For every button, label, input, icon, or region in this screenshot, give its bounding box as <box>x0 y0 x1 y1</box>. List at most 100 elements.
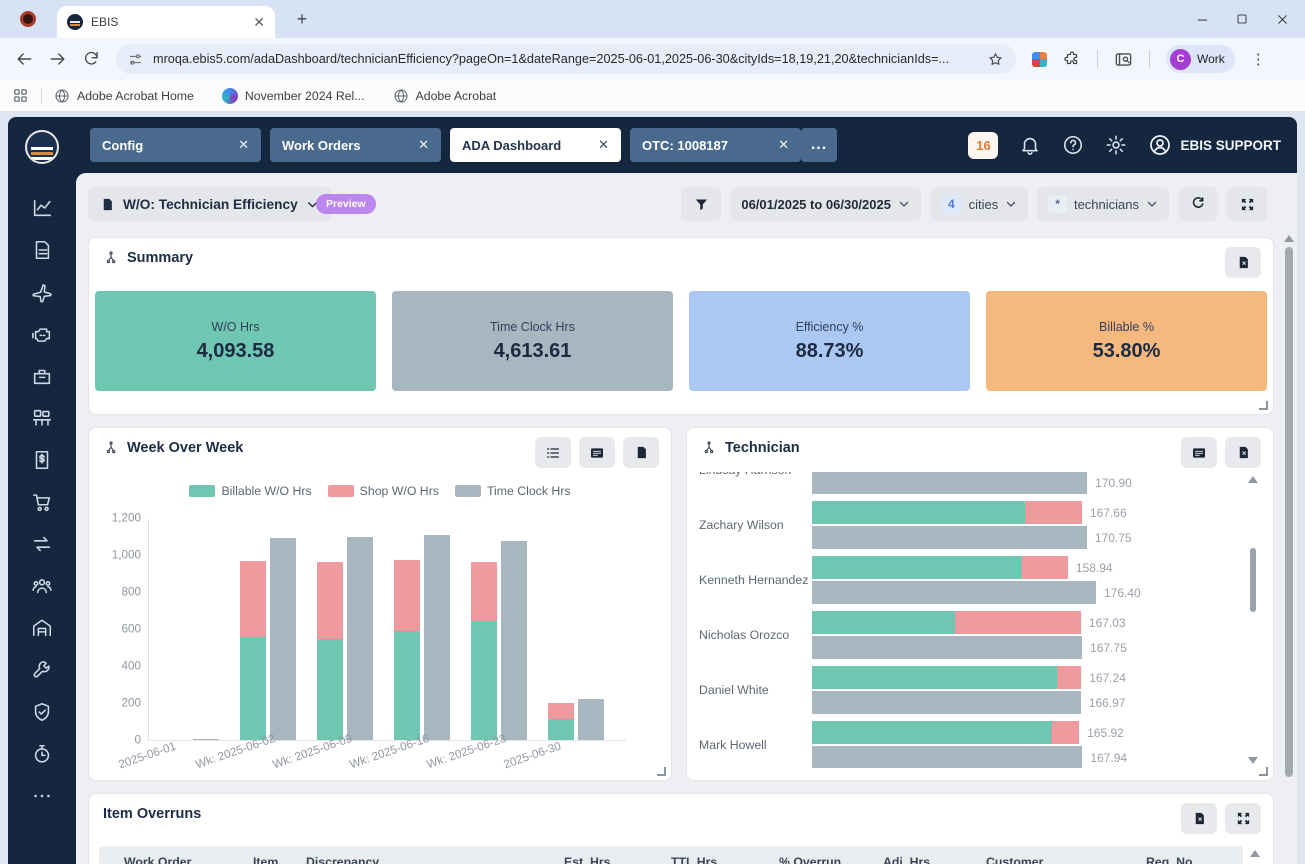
technician-bars: 170.90 <box>812 472 1233 494</box>
window-close-button[interactable] <box>1275 12 1289 26</box>
extension-icon[interactable] <box>1032 52 1047 67</box>
technicians-dropdown[interactable]: * technicians <box>1037 187 1169 221</box>
column-header-adj-hrs[interactable]: Adj. Hrs <box>883 855 930 864</box>
summary-cards: W/O Hrs4,093.58Time Clock Hrs4,613.61Eff… <box>95 291 1267 391</box>
page-scrollbar[interactable] <box>1283 235 1295 860</box>
browser-menu-icon[interactable]: ⋮ <box>1251 50 1266 68</box>
time-clock-bar <box>812 581 1096 604</box>
technician-name: Lindsay Harrison <box>699 472 812 477</box>
profile-chip[interactable]: C Work <box>1166 45 1235 73</box>
export-button[interactable] <box>1225 247 1261 278</box>
column-header-discrepancy[interactable]: Discrepancy <box>306 855 379 864</box>
url-bar[interactable]: mroqa.ebis5.com/adaDashboard/technicianE… <box>116 44 1016 74</box>
drag-handle-icon[interactable] <box>103 440 119 456</box>
bookmark-item[interactable]: Adobe Acrobat <box>393 88 497 104</box>
summary-card-value: 88.73% <box>796 340 864 363</box>
bookmark-item[interactable]: November 2024 Rel... <box>222 88 365 104</box>
refresh-button[interactable] <box>1178 187 1218 221</box>
sidebar-item-hangar[interactable] <box>30 617 54 639</box>
sidebar-item-people[interactable] <box>30 575 54 597</box>
browser-tab[interactable]: EBIS ✕ <box>57 6 275 38</box>
column-header--overrun[interactable]: % Overrun <box>779 855 841 864</box>
close-icon[interactable]: ✕ <box>418 137 429 153</box>
bookmark-item[interactable]: Adobe Acrobat Home <box>54 88 194 104</box>
column-header-customer[interactable]: Customer <box>986 855 1043 864</box>
close-icon[interactable]: ✕ <box>598 137 609 153</box>
filter-button[interactable] <box>681 187 721 221</box>
extensions-puzzle-icon[interactable] <box>1063 50 1081 68</box>
scroll-up-icon[interactable] <box>1248 476 1258 483</box>
cities-dropdown[interactable]: 4 cities <box>930 187 1028 221</box>
export-button[interactable] <box>623 437 659 468</box>
date-range-dropdown[interactable]: 06/01/2025 to 06/30/2025 <box>730 187 921 221</box>
gear-icon[interactable] <box>1105 134 1127 156</box>
sidebar-item-transfers[interactable] <box>30 533 54 555</box>
sidebar-item-time-tracking[interactable] <box>30 743 54 765</box>
new-tab-button[interactable]: + <box>290 8 314 32</box>
filter-funnel-icon <box>694 197 709 212</box>
reading-mode-icon[interactable] <box>1114 50 1133 69</box>
notification-count-badge[interactable]: 16 <box>968 132 998 159</box>
column-header-work-order[interactable]: Work Order <box>124 855 191 864</box>
fullscreen-button[interactable] <box>1227 187 1267 221</box>
tab-close-icon[interactable]: ✕ <box>253 14 265 31</box>
scroll-up-icon[interactable] <box>1250 850 1260 857</box>
sidebar-item-purchasing[interactable] <box>30 491 54 513</box>
export-button[interactable] <box>1181 803 1217 834</box>
sidebar-item-maintenance[interactable] <box>30 659 54 681</box>
sidebar-item-engine[interactable] <box>30 323 54 345</box>
drag-handle-icon[interactable] <box>103 250 119 266</box>
sidebar-item-analytics[interactable] <box>30 197 54 219</box>
item-overruns-scrollbar[interactable] <box>1249 850 1261 864</box>
app-tab-config[interactable]: Config✕ <box>90 128 261 162</box>
reload-icon[interactable] <box>82 49 102 69</box>
window-maximize-button[interactable] <box>1235 12 1249 26</box>
forward-icon[interactable] <box>48 49 68 69</box>
sidebar-item-compliance[interactable] <box>30 701 54 723</box>
resize-handle[interactable] <box>1259 401 1268 410</box>
help-icon[interactable] <box>1062 134 1084 156</box>
sidebar-item-more[interactable] <box>30 785 54 807</box>
app-tab-otc-1008187[interactable]: OTC: 1008187✕ <box>630 128 801 162</box>
technician-scrollbar[interactable] <box>1247 476 1259 764</box>
sidebar-item-flights[interactable] <box>30 281 54 303</box>
report-selector[interactable]: W/O: Technician Efficiency <box>88 187 331 221</box>
column-header-est-hrs[interactable]: Est. Hrs <box>564 855 610 864</box>
site-info-icon[interactable] <box>128 52 143 67</box>
column-header-ttl-hrs[interactable]: TTL Hrs <box>671 855 717 864</box>
scrollbar-thumb[interactable] <box>1250 548 1256 612</box>
scrollbar-thumb[interactable] <box>1285 247 1293 777</box>
apps-grid-icon[interactable] <box>12 87 29 104</box>
sidebar-item-parts[interactable] <box>30 365 54 387</box>
user-menu[interactable]: EBIS SUPPORT <box>1148 133 1281 157</box>
time-clock-bar <box>578 699 604 740</box>
chart-line-icon <box>31 197 53 219</box>
back-icon[interactable] <box>14 49 34 69</box>
sidebar-item-inventory[interactable] <box>30 407 54 429</box>
sidebar-item-documents[interactable] <box>30 239 54 261</box>
ebis-logo[interactable] <box>25 130 59 164</box>
inventory-icon <box>31 407 53 429</box>
app-tab-ada-dashboard[interactable]: ADA Dashboard✕ <box>450 128 621 162</box>
app-tab-work-orders[interactable]: Work Orders✕ <box>270 128 441 162</box>
sidebar-item-invoicing[interactable] <box>30 449 54 471</box>
more-tabs-button[interactable]: ... <box>801 128 837 162</box>
fullscreen-button[interactable] <box>1225 803 1261 834</box>
list-view-button[interactable] <box>535 437 571 468</box>
close-icon[interactable]: ✕ <box>238 137 249 153</box>
bell-icon[interactable] <box>1019 134 1041 156</box>
technician-name: Daniel White <box>699 683 812 697</box>
table-view-button[interactable] <box>579 437 615 468</box>
scroll-up-icon[interactable] <box>1284 235 1294 242</box>
drag-handle-icon[interactable] <box>701 440 717 456</box>
scroll-down-icon[interactable] <box>1248 757 1258 764</box>
resize-handle[interactable] <box>1259 767 1268 776</box>
resize-handle[interactable] <box>657 767 666 776</box>
window-minimize-button[interactable] <box>1195 12 1209 26</box>
table-view-button[interactable] <box>1181 437 1217 468</box>
export-button[interactable] <box>1225 437 1261 468</box>
close-icon[interactable]: ✕ <box>778 137 789 153</box>
column-header-reg-no-[interactable]: Reg. No. <box>1146 855 1196 864</box>
bookmark-star-icon[interactable] <box>987 51 1004 68</box>
column-header-item[interactable]: Item <box>253 855 278 864</box>
